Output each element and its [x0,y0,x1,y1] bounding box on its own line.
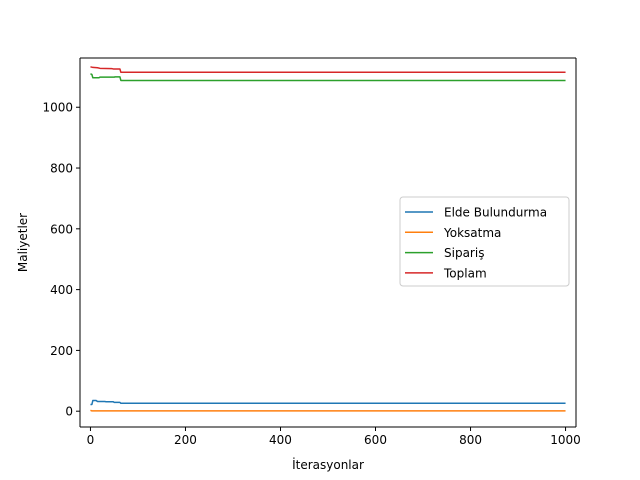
series-line-yoksatma [90,409,566,412]
x-tick-label: 0 [87,433,95,447]
y-tick-label: 800 [50,162,73,176]
series-line-elde-bulundurma [90,399,566,406]
legend-label: Yoksatma [443,226,501,240]
series-line-toplam [90,66,566,74]
x-tick-label: 400 [269,433,292,447]
y-tick-label: 600 [50,222,73,236]
legend-label: Toplam [443,266,487,280]
series-group [90,66,566,412]
legend: Elde Bulundurma Yoksatma Sipariş Toplam [399,196,570,287]
x-tick-label: 800 [459,433,482,447]
y-tick-label: 1000 [42,101,73,115]
y-axis-label: Maliyetler [16,213,30,272]
legend-label: Elde Bulundurma [444,206,547,220]
x-axis-label: İterasyonlar [292,457,364,472]
x-tick-label: 1000 [550,433,581,447]
axes-frame [79,57,577,428]
x-tick-label: 600 [364,433,387,447]
x-axis-ticks: 0 200 400 600 800 1000 [87,427,581,447]
y-tick-label: 0 [65,405,73,419]
legend-label: Sipariş [444,246,484,260]
y-tick-label: 400 [50,283,73,297]
y-axis-ticks: 0 200 400 600 800 1000 [42,101,80,419]
series-line-sipari [90,73,566,82]
y-tick-label: 200 [50,344,73,358]
legend-box [399,196,570,287]
x-tick-label: 200 [174,433,197,447]
